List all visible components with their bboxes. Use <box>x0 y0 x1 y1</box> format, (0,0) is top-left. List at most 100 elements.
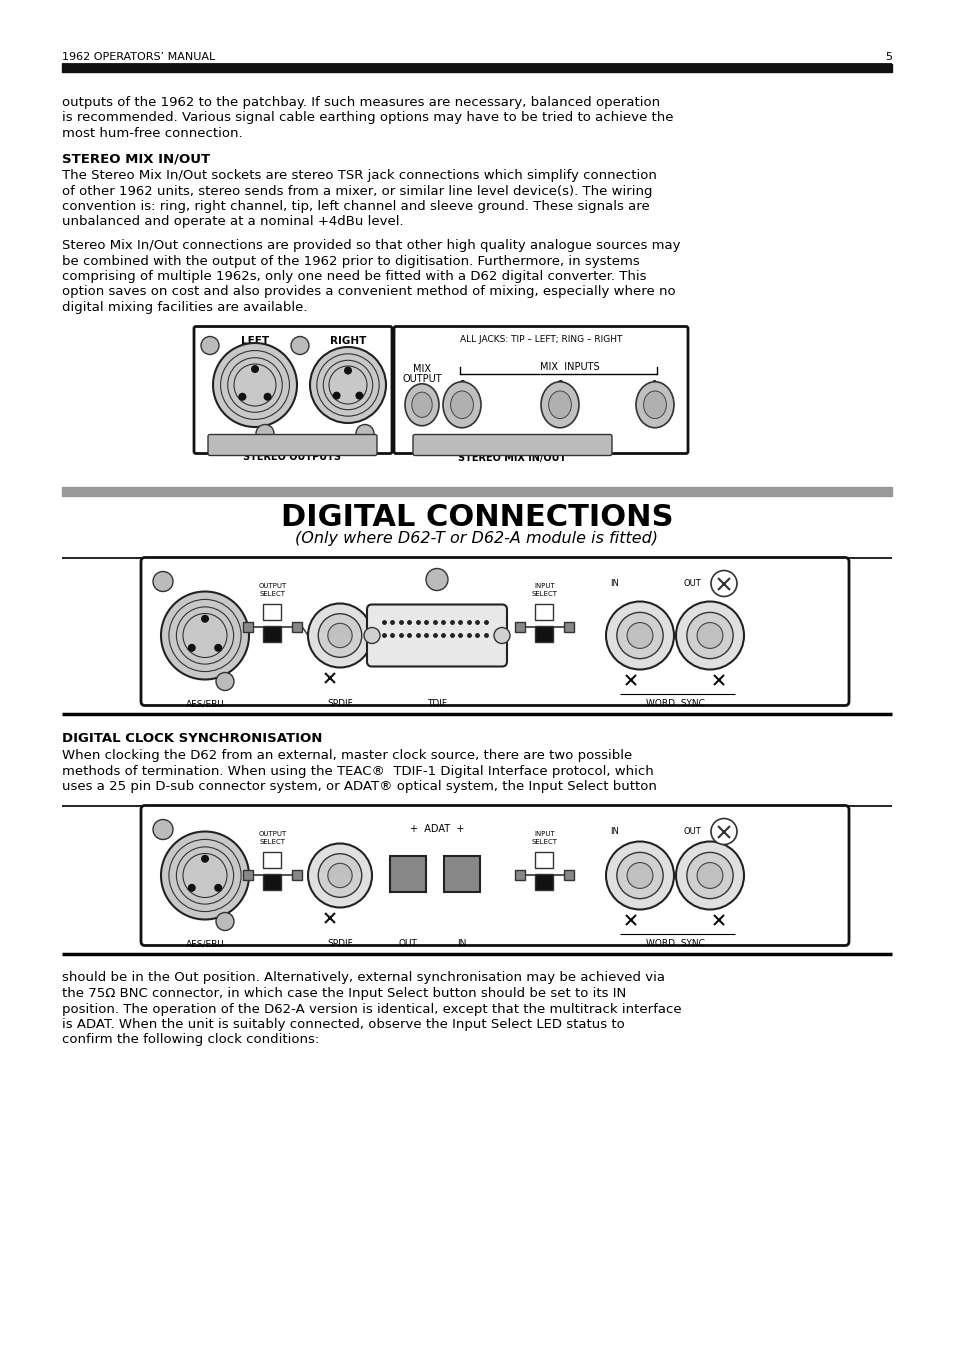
Text: IN: IN <box>456 939 466 948</box>
Bar <box>515 870 524 880</box>
FancyBboxPatch shape <box>413 435 612 455</box>
Circle shape <box>214 884 222 892</box>
Ellipse shape <box>636 382 673 428</box>
Text: SELECT: SELECT <box>532 592 558 597</box>
Circle shape <box>201 336 219 354</box>
Circle shape <box>308 604 372 667</box>
Bar <box>62 63 891 72</box>
Circle shape <box>710 819 737 844</box>
Bar <box>263 626 281 642</box>
Text: 2: 2 <box>557 381 562 390</box>
Text: outputs of the 1962 to the patchbay. If such measures are necessary, balanced op: outputs of the 1962 to the patchbay. If … <box>62 96 659 109</box>
Circle shape <box>263 393 272 401</box>
Circle shape <box>364 627 379 643</box>
Bar <box>443 855 479 892</box>
Bar <box>243 870 253 880</box>
Circle shape <box>152 571 172 592</box>
Text: OUTPUT: OUTPUT <box>402 374 441 385</box>
Circle shape <box>214 644 222 651</box>
Circle shape <box>697 862 722 889</box>
Text: IN: IN <box>610 580 618 589</box>
Text: is ADAT. When the unit is suitably connected, observe the Input Select LED statu: is ADAT. When the unit is suitably conne… <box>62 1019 624 1031</box>
FancyBboxPatch shape <box>141 805 848 946</box>
Circle shape <box>617 612 662 659</box>
Circle shape <box>328 623 352 647</box>
Text: OUT: OUT <box>398 939 417 948</box>
Circle shape <box>626 862 652 889</box>
Circle shape <box>328 863 352 888</box>
Circle shape <box>617 852 662 898</box>
Bar <box>263 851 281 867</box>
Text: of other 1962 units, stereo sends from a mixer, or similar line level device(s).: of other 1962 units, stereo sends from a… <box>62 185 652 197</box>
Circle shape <box>161 592 249 680</box>
Text: MIX: MIX <box>413 365 431 374</box>
Circle shape <box>201 615 209 623</box>
Text: The Stereo Mix In/Out sockets are stereo TSR jack connections which simplify con: The Stereo Mix In/Out sockets are stereo… <box>62 169 657 182</box>
Circle shape <box>188 644 195 651</box>
Text: confirm the following clock conditions:: confirm the following clock conditions: <box>62 1034 319 1047</box>
Text: 1: 1 <box>651 381 658 390</box>
Bar <box>535 874 553 889</box>
Bar <box>563 870 574 880</box>
Text: is recommended. Various signal cable earthing options may have to be tried to ac: is recommended. Various signal cable ear… <box>62 112 673 124</box>
Bar <box>563 621 574 631</box>
Ellipse shape <box>643 390 666 419</box>
Text: INPUT: INPUT <box>534 831 555 838</box>
Circle shape <box>686 852 732 898</box>
Text: +: + <box>206 340 213 350</box>
Text: SELECT: SELECT <box>260 839 286 846</box>
FancyBboxPatch shape <box>208 435 376 455</box>
Ellipse shape <box>548 390 571 419</box>
Circle shape <box>494 627 510 643</box>
Circle shape <box>355 392 363 400</box>
Text: convention is: ring, right channel, tip, left channel and sleeve ground. These s: convention is: ring, right channel, tip,… <box>62 200 649 213</box>
Text: option saves on cost and also provides a convenient method of mixing, especially: option saves on cost and also provides a… <box>62 285 675 299</box>
Text: STEREO MIX IN/OUT: STEREO MIX IN/OUT <box>62 153 210 166</box>
Ellipse shape <box>412 392 432 417</box>
Text: the 75Ω BNC connector, in which case the Input Select button should be set to it: the 75Ω BNC connector, in which case the… <box>62 988 625 1000</box>
Text: MIX  INPUTS: MIX INPUTS <box>539 362 599 373</box>
Text: 1962 OPERATORS’ MANUAL: 1962 OPERATORS’ MANUAL <box>62 51 215 62</box>
Circle shape <box>355 424 374 443</box>
Text: digital mixing facilities are available.: digital mixing facilities are available. <box>62 301 307 313</box>
Text: most hum-free connection.: most hum-free connection. <box>62 127 242 141</box>
Circle shape <box>676 601 743 670</box>
Text: STEREO OUTPUTS: STEREO OUTPUTS <box>243 453 340 462</box>
Bar <box>263 874 281 889</box>
Text: AES/EBU: AES/EBU <box>186 700 224 708</box>
Text: STEREO MIX IN/OUT: STEREO MIX IN/OUT <box>457 453 565 462</box>
Text: +: + <box>159 824 167 835</box>
Text: position. The operation of the D62-A version is identical, except that the multi: position. The operation of the D62-A ver… <box>62 1002 680 1016</box>
Circle shape <box>676 842 743 909</box>
Circle shape <box>318 613 361 657</box>
Circle shape <box>152 820 172 839</box>
Text: +: + <box>433 574 440 585</box>
Text: TDIF: TDIF <box>427 700 447 708</box>
FancyBboxPatch shape <box>367 604 506 666</box>
Text: should be in the Out position. Alternatively, external synchronisation may be ac: should be in the Out position. Alternati… <box>62 971 664 985</box>
Ellipse shape <box>405 384 438 426</box>
Text: WORD  SYNC: WORD SYNC <box>645 939 703 948</box>
Text: INPUT: INPUT <box>534 584 555 589</box>
Circle shape <box>255 424 274 443</box>
FancyBboxPatch shape <box>193 327 392 454</box>
Bar <box>515 621 524 631</box>
Text: methods of termination. When using the TEAC®  TDIF-1 Digital Interface protocol,: methods of termination. When using the T… <box>62 765 653 777</box>
Text: +: + <box>295 340 304 350</box>
Text: OUT: OUT <box>682 580 700 589</box>
Text: +: + <box>221 916 229 927</box>
Bar <box>535 851 553 867</box>
Text: 3: 3 <box>458 381 464 390</box>
Text: +  ADAT  +: + ADAT + <box>410 824 464 834</box>
Text: When clocking the D62 from an external, master clock source, there are two possi: When clocking the D62 from an external, … <box>62 748 632 762</box>
Circle shape <box>291 336 309 354</box>
Text: Stereo Mix In/Out connections are provided so that other high quality analogue s: Stereo Mix In/Out connections are provid… <box>62 239 679 253</box>
Text: OUTPUT: OUTPUT <box>258 831 287 838</box>
Ellipse shape <box>442 382 480 428</box>
Circle shape <box>426 569 448 590</box>
Text: ALL JACKS: TIP – LEFT; RING – RIGHT: ALL JACKS: TIP – LEFT; RING – RIGHT <box>459 335 621 343</box>
Circle shape <box>710 570 737 597</box>
Text: (Only where D62-T or D62-A module is fitted): (Only where D62-T or D62-A module is fit… <box>295 531 658 547</box>
Bar <box>535 604 553 620</box>
Text: unbalanced and operate at a nominal +4dBu level.: unbalanced and operate at a nominal +4dB… <box>62 216 403 228</box>
